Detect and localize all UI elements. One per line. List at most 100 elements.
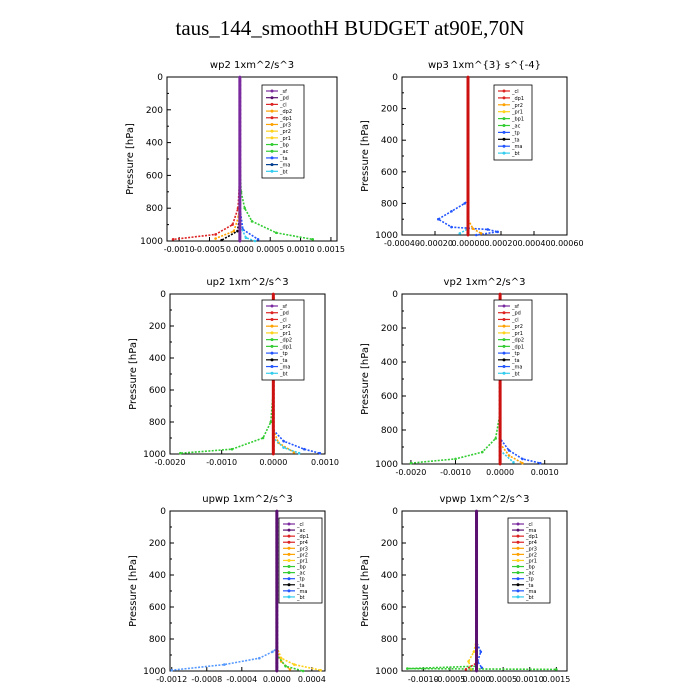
y-tick-label: 400 bbox=[146, 139, 163, 149]
chart-panel: wp3 1xm^{3} s^{-4} Pressure [hPa] 0 200 400 6… bbox=[360, 60, 584, 248]
y-tick-label: 200 bbox=[381, 105, 398, 115]
series-point bbox=[480, 450, 484, 454]
legend-entry: _ma bbox=[511, 144, 522, 150]
legend-marker bbox=[270, 143, 274, 147]
legend-marker bbox=[516, 571, 520, 575]
y-tick-label: 400 bbox=[149, 354, 166, 364]
series-point bbox=[261, 436, 265, 440]
zero-profile-point bbox=[498, 411, 502, 415]
legend-entry: _dp1 bbox=[279, 344, 292, 350]
legend-marker bbox=[270, 163, 274, 167]
zero-profile-point bbox=[466, 83, 470, 87]
zero-profile-point bbox=[275, 557, 279, 561]
zero-profile-point bbox=[275, 537, 279, 541]
legend-marker bbox=[270, 371, 274, 375]
legend-entry: _dp1 bbox=[511, 96, 524, 102]
legend-marker bbox=[502, 89, 506, 93]
legend-entry: _ac bbox=[279, 149, 289, 155]
zero-profile-point bbox=[475, 525, 478, 529]
legend-entry: _ac bbox=[525, 571, 535, 577]
legend-entry: _tp bbox=[511, 130, 520, 136]
legend-entry: _dp1 bbox=[279, 116, 292, 122]
zero-profile-point bbox=[466, 217, 470, 221]
zero-profile-point bbox=[238, 112, 242, 116]
legend-marker bbox=[287, 571, 291, 575]
y-tick-label: 0 bbox=[160, 290, 166, 300]
zero-profile-point bbox=[271, 380, 275, 384]
legend-entry: _bt bbox=[511, 151, 520, 157]
zero-profile-point bbox=[475, 613, 478, 617]
zero-profile-point bbox=[498, 394, 502, 398]
zero-profile-point bbox=[238, 92, 242, 95]
zero-profile-point bbox=[271, 432, 275, 436]
legend-marker bbox=[502, 331, 506, 335]
zero-profile-point bbox=[238, 133, 242, 136]
series-point bbox=[496, 230, 500, 234]
zero-profile-point bbox=[498, 445, 502, 449]
series-point bbox=[463, 202, 467, 205]
legend-marker bbox=[270, 324, 274, 328]
zero-profile-point bbox=[238, 128, 242, 132]
series-point bbox=[450, 210, 453, 213]
zero-profile-point bbox=[238, 145, 242, 149]
series-point bbox=[464, 668, 468, 671]
zero-profile-point bbox=[271, 400, 275, 404]
legend-marker bbox=[287, 546, 291, 550]
legend-marker bbox=[287, 583, 291, 587]
zero-profile-point bbox=[475, 529, 478, 533]
legend-entry: _cl bbox=[279, 102, 287, 108]
y-tick-label: 0 bbox=[392, 507, 398, 517]
y-tick-label: 600 bbox=[149, 603, 166, 613]
legend-marker bbox=[516, 595, 520, 599]
legend-entry: _bt bbox=[279, 371, 288, 377]
y-tick-label: 200 bbox=[381, 539, 398, 549]
y-tick-label: 0 bbox=[392, 290, 398, 300]
x-tick-label: 0.0010 bbox=[311, 458, 339, 467]
zero-profile-point bbox=[238, 153, 242, 157]
legend: _cl_ma_dp1_pr4_pr3_pr2_pr1_bp_ac_tp_ta_m… bbox=[507, 517, 551, 604]
legend-entry: _pd bbox=[279, 311, 289, 317]
zero-profile-point bbox=[498, 441, 502, 445]
legend-marker bbox=[270, 102, 274, 106]
zero-profile-point bbox=[275, 661, 279, 665]
legend-marker bbox=[270, 156, 274, 160]
series-point bbox=[244, 236, 248, 240]
series-line bbox=[221, 77, 241, 241]
zero-profile-point bbox=[238, 178, 242, 181]
plot-frame bbox=[401, 293, 568, 465]
series-point bbox=[319, 668, 322, 672]
zero-profile-point bbox=[238, 83, 242, 87]
zero-profile-point bbox=[475, 585, 478, 589]
zero-profile-point bbox=[475, 633, 478, 637]
legend-entry: _ma bbox=[525, 528, 536, 534]
zero-profile-point bbox=[475, 553, 478, 557]
zero-profile-point bbox=[271, 388, 275, 392]
legend-entry: _tp bbox=[525, 577, 534, 583]
zero-profile-point bbox=[475, 565, 478, 569]
zero-profile-point bbox=[271, 420, 275, 424]
series-point bbox=[243, 206, 247, 210]
series-point bbox=[214, 233, 217, 236]
zero-profile-point bbox=[275, 541, 279, 545]
zero-profile-point bbox=[238, 215, 242, 218]
y-tick-label: 600 bbox=[381, 603, 398, 613]
zero-profile-point bbox=[475, 609, 478, 613]
x-tick-label: 0.0000 bbox=[226, 245, 254, 254]
panel-title: up2 1xm^2/s^3 bbox=[206, 277, 288, 288]
zero-profile-point bbox=[275, 621, 279, 625]
series-point bbox=[282, 439, 285, 443]
zero-profile-point bbox=[271, 428, 275, 432]
zero-profile-point bbox=[275, 573, 279, 577]
legend-marker bbox=[502, 110, 506, 114]
zero-profile-point bbox=[466, 194, 470, 197]
zero-profile-point bbox=[475, 665, 478, 669]
series-point bbox=[471, 227, 475, 230]
series-point bbox=[507, 454, 511, 457]
x-tick-label: -0.0010 bbox=[440, 468, 471, 477]
zero-profile-point bbox=[466, 119, 470, 122]
zero-profile-point bbox=[466, 87, 470, 91]
zero-profile-point bbox=[475, 517, 478, 521]
zero-profile-point bbox=[238, 108, 242, 112]
zero-profile-point bbox=[466, 182, 470, 186]
zero-profile-point bbox=[466, 190, 470, 193]
